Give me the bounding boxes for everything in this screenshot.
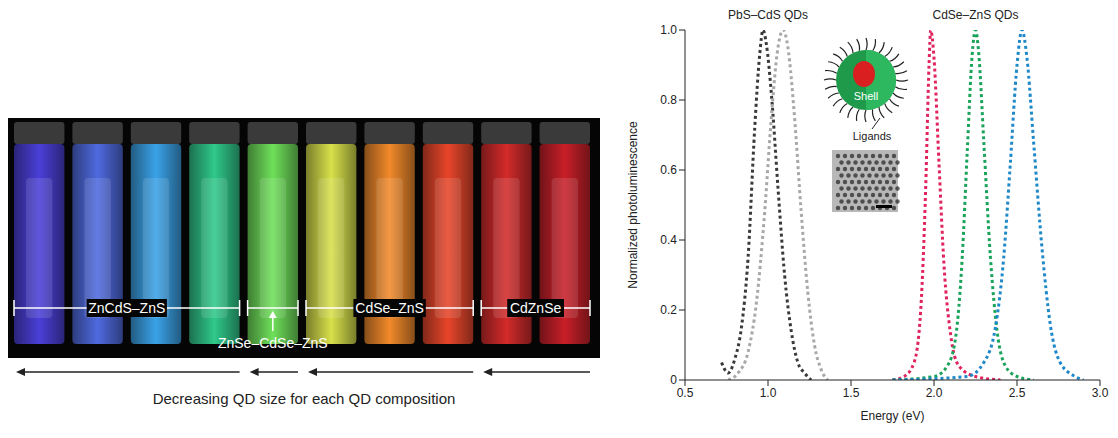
html-text:CdSe–ZnS QDs: CdSe–ZnS QDs (932, 8, 1019, 22)
svg-text:2.0: 2.0 (926, 386, 943, 400)
svg-text:CdSe–ZnS: CdSe–ZnS (355, 300, 423, 316)
svg-text:1.0: 1.0 (760, 386, 777, 400)
svg-text:ZnSe–CdSe–ZnS: ZnSe–CdSe–ZnS (218, 335, 328, 351)
svg-text:1.5: 1.5 (843, 386, 860, 400)
svg-text:0.8: 0.8 (660, 93, 677, 107)
svg-text:CdZnSe: CdZnSe (510, 300, 562, 316)
svg-text:0.5: 0.5 (677, 386, 694, 400)
svg-text:Normalized photoluminescence: Normalized photoluminescence (626, 121, 640, 289)
svg-text:0.2: 0.2 (660, 303, 677, 317)
svg-text:ZnCdS–ZnS: ZnCdS–ZnS (88, 300, 165, 316)
svg-text:Decreasing QD size for each QD: Decreasing QD size for each QD compositi… (153, 390, 456, 407)
html-text:PbS–CdS QDs: PbS–CdS QDs (728, 8, 808, 22)
svg-text:Energy (eV): Energy (eV) (860, 409, 924, 423)
svg-text:Ligands: Ligands (853, 130, 892, 142)
svg-text:2.5: 2.5 (1009, 386, 1026, 400)
svg-text:0.4: 0.4 (660, 233, 677, 247)
svg-text:0.6: 0.6 (660, 163, 677, 177)
svg-text:1.0: 1.0 (660, 23, 677, 37)
svg-text:0: 0 (670, 373, 677, 387)
svg-text:Shell: Shell (854, 90, 878, 102)
svg-text:3.0: 3.0 (1092, 386, 1109, 400)
